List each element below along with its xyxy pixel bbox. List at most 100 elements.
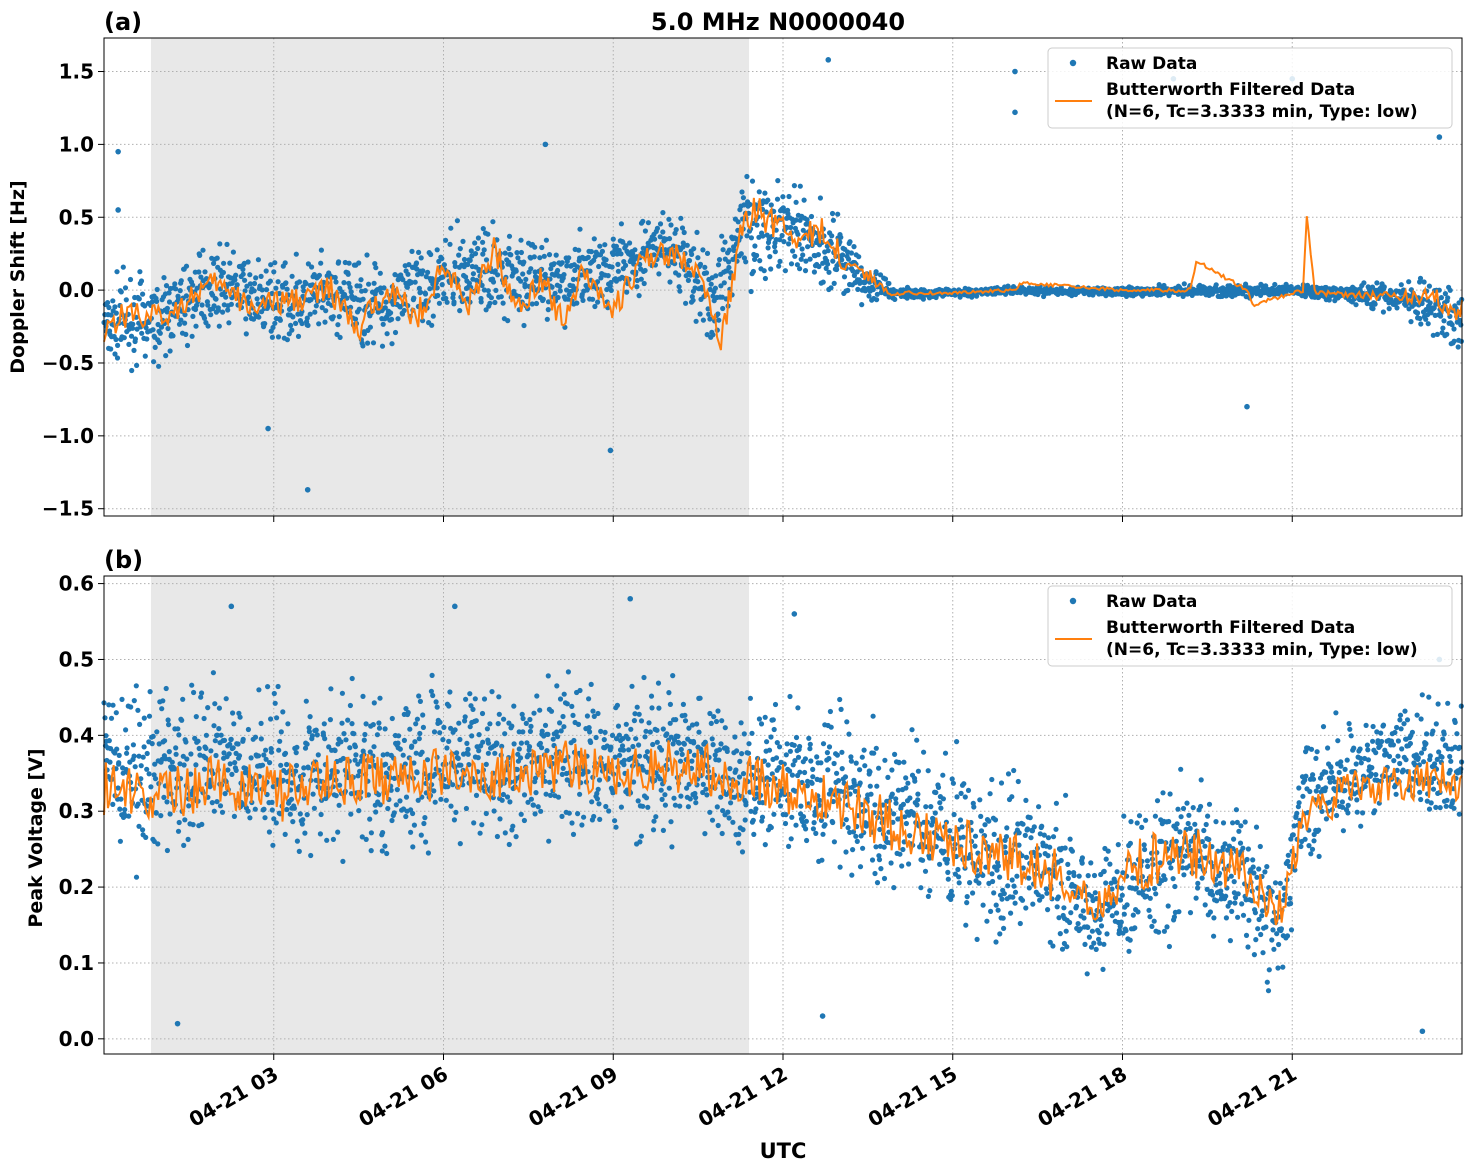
raw-data-point: [559, 813, 565, 820]
raw-data-point: [1201, 827, 1207, 834]
raw-data-point: [520, 271, 526, 277]
raw-data-point: [1031, 824, 1037, 830]
raw-data-point: [183, 739, 189, 745]
raw-data-point: [108, 312, 114, 318]
raw-data-point: [591, 713, 597, 720]
raw-data-point: [788, 836, 794, 842]
raw-data-point: [533, 790, 539, 796]
raw-data-point: [533, 300, 540, 307]
raw-data-point: [807, 741, 813, 747]
raw-data-point: [400, 752, 406, 758]
raw-data-point: [524, 740, 530, 746]
raw-data-point: [610, 236, 616, 242]
raw-data-point: [1430, 332, 1436, 338]
raw-data-point: [797, 183, 803, 189]
raw-data-point: [282, 260, 288, 266]
raw-data-point: [464, 740, 470, 747]
raw-data-point: [379, 848, 385, 854]
raw-data-point: [247, 815, 253, 821]
raw-data-point: [300, 817, 306, 823]
raw-data-point: [1243, 281, 1249, 287]
raw-data-point: [275, 279, 281, 285]
raw-data-point: [368, 848, 374, 854]
raw-data-point: [136, 753, 142, 759]
raw-data-point: [808, 213, 815, 220]
raw-data-point: [713, 718, 720, 725]
raw-data-point: [574, 300, 580, 306]
raw-data-point: [155, 841, 161, 847]
raw-data-point: [813, 830, 819, 837]
raw-data-point: [1174, 821, 1180, 827]
raw-data-point: [1203, 821, 1209, 828]
raw-data-point: [859, 754, 865, 760]
raw-data-point: [775, 178, 781, 184]
raw-data-point: [1202, 902, 1208, 908]
raw-data-point: [479, 822, 485, 828]
raw-data-point: [804, 837, 810, 844]
raw-data-point: [110, 702, 116, 708]
raw-data-point: [164, 847, 170, 854]
raw-data-point: [709, 736, 715, 742]
raw-data-point: [262, 815, 268, 821]
raw-data-point: [694, 229, 700, 235]
raw-data-point: [366, 281, 372, 287]
raw-data-point: [1406, 279, 1412, 285]
raw-data-point: [927, 888, 933, 894]
raw-data-point: [1326, 297, 1332, 303]
raw-data-point: [816, 802, 823, 808]
raw-data-point: [403, 813, 409, 820]
raw-data-point: [384, 751, 390, 757]
raw-data-point: [857, 780, 863, 786]
raw-data-point: [846, 256, 852, 262]
raw-data-point: [400, 277, 406, 283]
raw-data-point: [130, 742, 136, 748]
raw-data-point: [739, 751, 745, 757]
raw-data-point: [1418, 321, 1424, 327]
raw-data-point: [372, 261, 378, 267]
raw-data-point: [518, 237, 524, 243]
raw-data-point: [1139, 824, 1145, 831]
raw-data-point: [409, 743, 415, 749]
raw-data-point: [519, 711, 525, 717]
raw-data-point: [1062, 845, 1068, 851]
raw-data-point: [166, 749, 172, 755]
raw-data-point: [800, 227, 806, 233]
raw-data-point: [448, 225, 454, 231]
raw-data-point: [483, 810, 489, 817]
raw-data-point: [490, 279, 497, 285]
raw-data-point: [176, 819, 182, 826]
raw-data-point: [1054, 904, 1060, 910]
raw-data-point: [381, 285, 387, 291]
raw-data-point: [620, 239, 626, 245]
raw-data-point: [1104, 931, 1110, 937]
raw-data-point: [234, 282, 240, 288]
raw-data-point: [558, 728, 564, 734]
raw-data-point: [1037, 831, 1043, 837]
raw-data-point: [636, 742, 642, 748]
raw-data-point: [1195, 885, 1201, 891]
raw-data-point: [1088, 860, 1094, 866]
raw-data-point: [1265, 988, 1272, 994]
raw-data-point: [230, 710, 236, 716]
raw-data-point: [768, 266, 774, 272]
raw-outlier-point: [115, 207, 121, 213]
raw-data-point: [164, 305, 170, 311]
raw-data-point: [247, 281, 253, 287]
raw-data-point: [750, 764, 756, 771]
raw-data-point: [740, 771, 747, 777]
raw-data-point: [492, 750, 498, 756]
raw-data-point: [651, 252, 657, 258]
raw-data-point: [850, 829, 857, 835]
raw-data-point: [163, 685, 169, 692]
raw-data-point: [1302, 777, 1308, 783]
raw-data-point: [1225, 847, 1231, 853]
raw-data-point: [465, 261, 471, 268]
raw-data-point: [817, 797, 823, 804]
raw-data-point: [196, 269, 202, 275]
raw-data-point: [252, 806, 258, 812]
raw-data-point: [1085, 924, 1091, 931]
raw-data-point: [791, 183, 798, 189]
raw-data-point: [566, 810, 572, 816]
raw-data-point: [1417, 275, 1424, 281]
raw-data-point: [257, 283, 263, 289]
